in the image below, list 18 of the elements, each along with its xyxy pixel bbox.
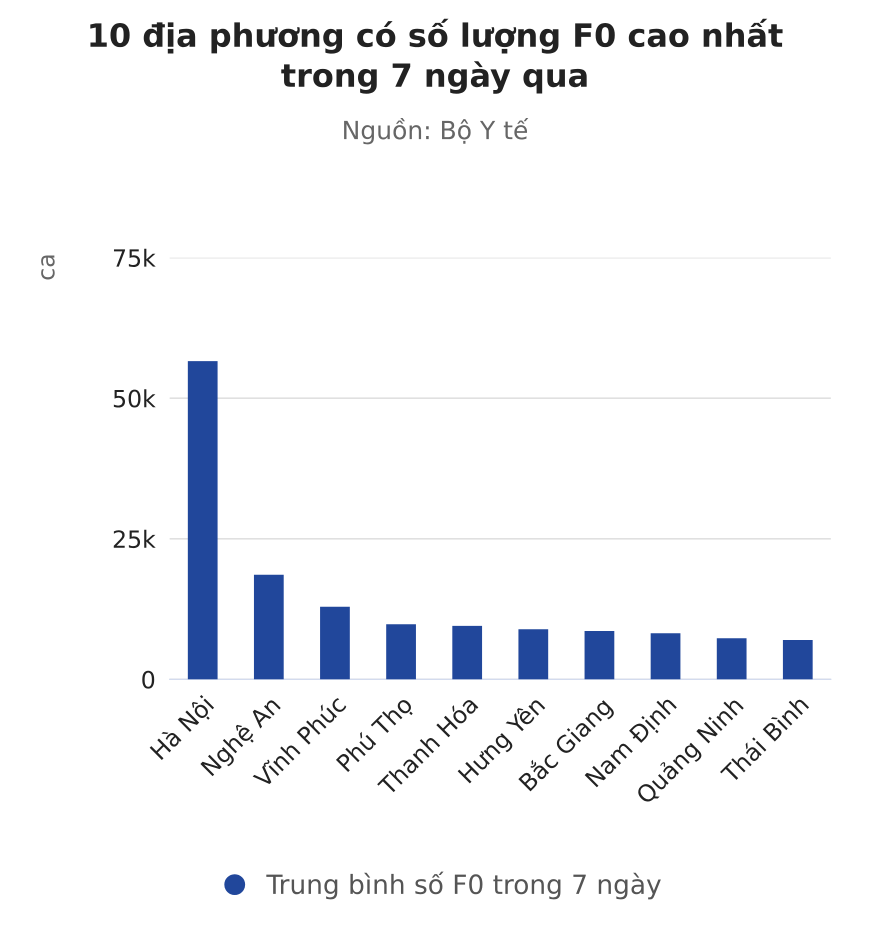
bar (452, 626, 482, 680)
bar (254, 574, 284, 680)
chart-title: 10 địa phương có số lượng F0 cao nhất trong 7 ngày qua (90, 18, 783, 94)
bar (188, 361, 218, 680)
y-tick-label: 75k (114, 248, 156, 267)
bar (320, 606, 350, 680)
bar (584, 630, 614, 680)
y-axis-title: ca (41, 255, 55, 280)
y-tick-label: 50k (114, 389, 156, 408)
bar (782, 640, 813, 680)
y-tick-label: 0 (142, 670, 154, 689)
y-tick-label: 25k (114, 530, 156, 548)
bar (518, 629, 548, 680)
bar (716, 638, 747, 680)
bar (386, 624, 416, 680)
bar (650, 633, 680, 680)
chart-subtitle: Nguồn: Bộ Y tế (344, 118, 528, 144)
legend-label: Trung bình số F0 trong 7 ngày (266, 872, 661, 900)
